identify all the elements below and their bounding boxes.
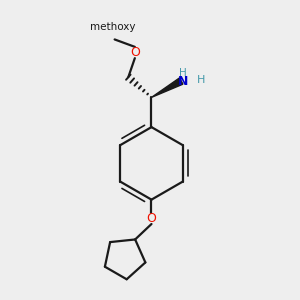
Text: H: H — [197, 75, 206, 85]
Text: O: O — [146, 212, 156, 225]
Polygon shape — [152, 78, 183, 98]
Text: H: H — [179, 68, 187, 78]
Text: O: O — [130, 46, 140, 59]
Text: methoxy: methoxy — [89, 22, 135, 32]
Text: N: N — [178, 74, 188, 88]
